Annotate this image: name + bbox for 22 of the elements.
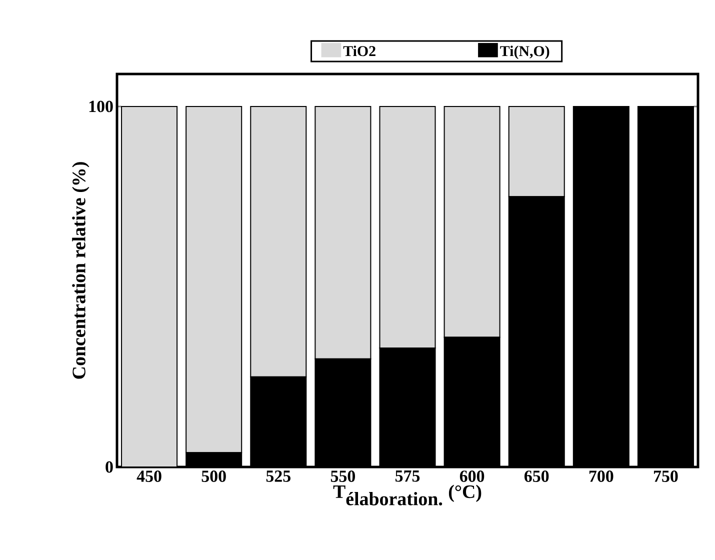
y-tick-label: 100 bbox=[89, 100, 113, 112]
x-tick-label: 575 bbox=[395, 470, 420, 482]
x-axis-title: $\textbf{T}_{\textbf{élaboration.}}\ \textbf{(°C)}$ bbox=[333, 484, 482, 506]
x-tick-label: 525 bbox=[266, 470, 290, 482]
bar bbox=[250, 106, 307, 378]
y-axis-title: Concentration relative (%) bbox=[72, 162, 90, 379]
legend-label: Ti(N,O) bbox=[500, 46, 550, 60]
y-tick-label: 0 bbox=[106, 461, 113, 473]
x-tick-label: 700 bbox=[589, 470, 614, 482]
bar bbox=[508, 106, 565, 198]
x-tick-label: 750 bbox=[654, 470, 678, 482]
bar bbox=[122, 106, 178, 467]
bar bbox=[379, 106, 436, 349]
bar bbox=[314, 106, 372, 360]
bar bbox=[186, 106, 242, 454]
x-tick-label: 650 bbox=[524, 470, 549, 482]
x-tick-label: 450 bbox=[136, 470, 162, 482]
x-tick-label: 550 bbox=[330, 470, 356, 482]
x-tick-label: 500 bbox=[202, 470, 226, 482]
bar bbox=[444, 106, 500, 338]
x-tick-label: 600 bbox=[460, 470, 484, 482]
legend-label: TiO2 bbox=[343, 46, 376, 56]
